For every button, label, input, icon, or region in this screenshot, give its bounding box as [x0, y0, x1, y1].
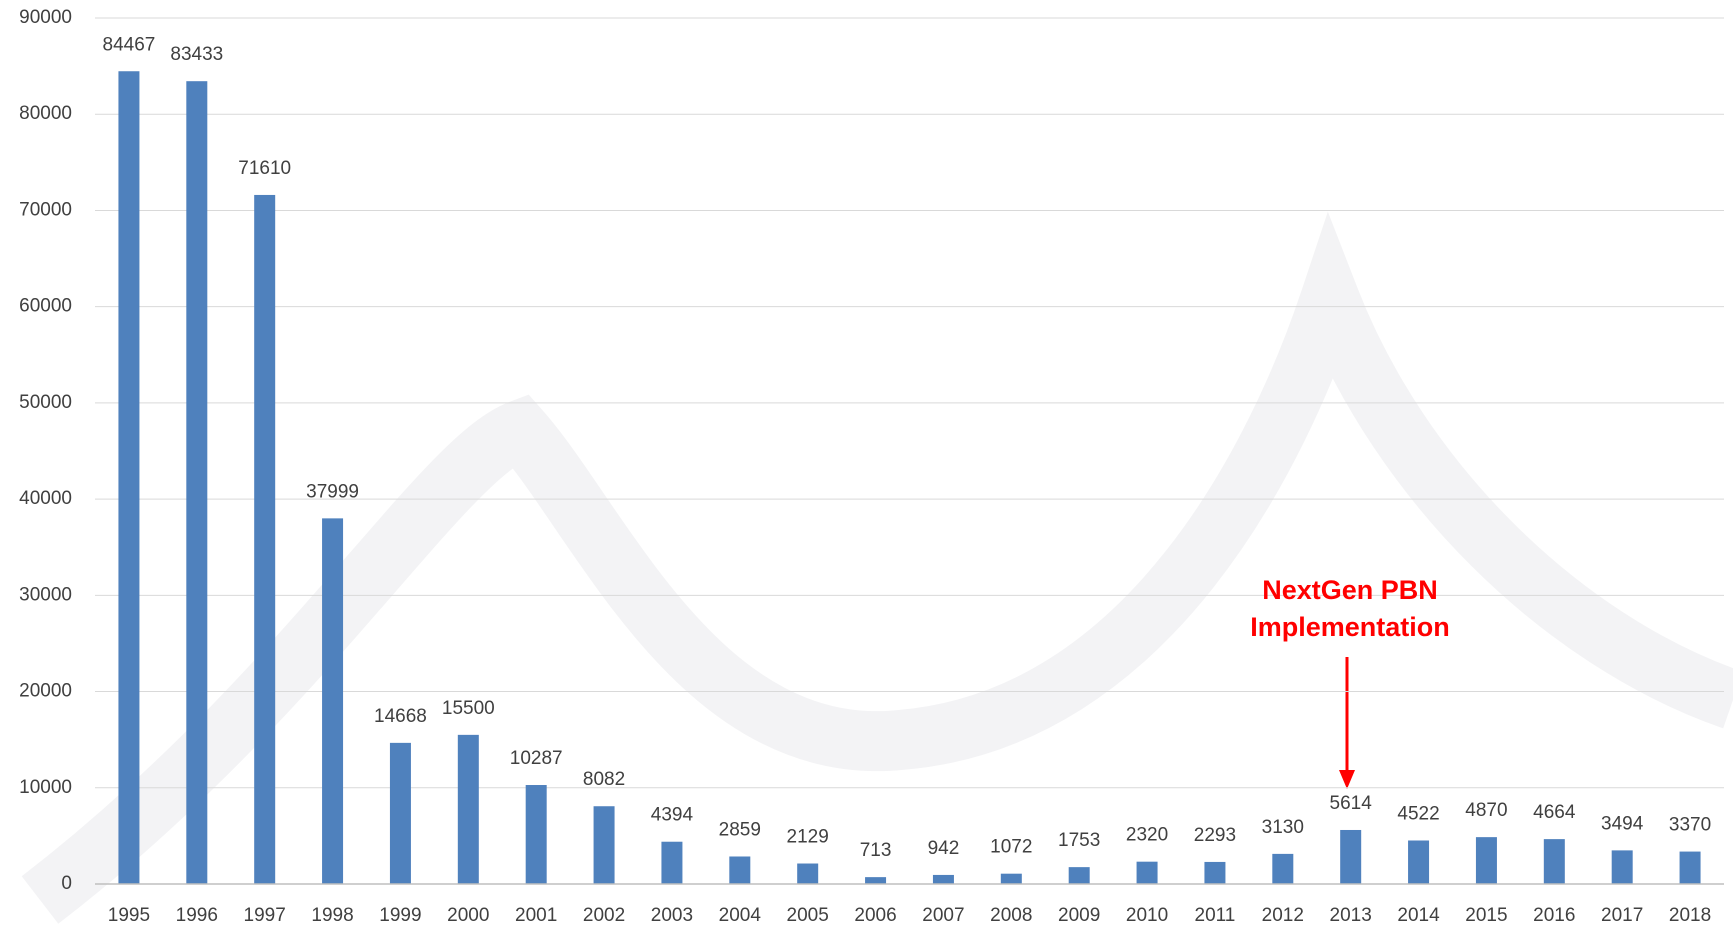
data-label: 942 [928, 838, 960, 859]
annotation: NextGen PBN Implementation [1250, 575, 1450, 642]
bar [1611, 850, 1633, 884]
x-tick-label: 2013 [1330, 905, 1372, 926]
bar [1408, 840, 1430, 884]
data-label: 2129 [787, 827, 829, 848]
data-label: 2859 [719, 820, 761, 841]
bar [1000, 873, 1022, 884]
bar [1679, 851, 1701, 884]
data-label: 4870 [1465, 800, 1507, 821]
bar [322, 518, 344, 884]
data-label: 2320 [1126, 825, 1168, 846]
data-label: 3494 [1601, 813, 1644, 834]
x-tick-label: 1996 [176, 905, 218, 926]
bar [661, 841, 683, 884]
bar [525, 785, 547, 884]
x-tick-label: 1999 [379, 905, 421, 926]
x-tick-label: 2012 [1262, 905, 1304, 926]
bar [1475, 837, 1497, 884]
bar [457, 734, 479, 884]
data-label: 84467 [103, 34, 156, 55]
x-tick-label: 2008 [990, 905, 1032, 926]
y-tick-label: 40000 [19, 488, 72, 509]
data-label: 1753 [1058, 830, 1100, 851]
x-tick-label: 2000 [447, 905, 489, 926]
x-tick-label: 2016 [1533, 905, 1575, 926]
data-label: 37999 [306, 481, 359, 502]
data-label: 713 [860, 840, 892, 861]
watermark [21, 211, 1733, 924]
x-tick-label: 1995 [108, 905, 150, 926]
x-tick-label: 1998 [311, 905, 353, 926]
y-tick-label: 60000 [19, 296, 72, 317]
data-label: 4664 [1533, 802, 1576, 823]
data-label: 8082 [583, 769, 625, 790]
x-tick-label: 2015 [1465, 905, 1507, 926]
data-label: 14668 [374, 706, 427, 727]
data-label: 15500 [442, 698, 495, 719]
bar [1340, 829, 1362, 884]
bar [389, 742, 411, 884]
data-label: 4394 [651, 805, 694, 826]
bar [118, 71, 140, 885]
y-tick-label: 50000 [19, 392, 72, 413]
data-label: 83433 [170, 44, 223, 65]
data-label: 71610 [238, 158, 291, 179]
y-tick-label: 30000 [19, 584, 72, 605]
x-tick-label: 2001 [515, 905, 557, 926]
x-tick-label: 2011 [1195, 905, 1236, 926]
bar [932, 874, 954, 884]
bar [593, 806, 615, 884]
bar [1543, 839, 1565, 884]
y-tick-label: 20000 [19, 681, 72, 702]
x-tick-label: 1997 [244, 905, 286, 926]
y-tick-label: 70000 [19, 199, 72, 220]
data-label: 5614 [1330, 793, 1373, 814]
bar [1136, 861, 1158, 884]
x-tick-label: 2009 [1058, 905, 1100, 926]
bar [1068, 867, 1090, 884]
data-label: 2293 [1194, 825, 1236, 846]
y-tick-label: 90000 [19, 7, 72, 28]
x-tick-label: 2003 [651, 905, 693, 926]
x-tick-label: 2014 [1397, 905, 1440, 926]
bar [865, 877, 887, 884]
x-tick-label: 2006 [854, 905, 896, 926]
data-label: 3370 [1669, 815, 1711, 836]
data-label: 10287 [510, 748, 563, 769]
x-tick-label: 2002 [583, 905, 625, 926]
x-tick-label: 2010 [1126, 905, 1168, 926]
data-label: 3130 [1262, 817, 1304, 838]
bar [797, 863, 819, 884]
data-label: 1072 [990, 837, 1032, 858]
bar [1204, 861, 1226, 884]
x-tick-label: 2017 [1601, 905, 1643, 926]
annotation-arrowhead [1339, 770, 1355, 789]
x-tick-label: 2007 [922, 905, 964, 926]
x-tick-label: 2004 [719, 905, 762, 926]
bar [254, 194, 276, 885]
data-label: 4522 [1397, 804, 1439, 825]
bar [1272, 853, 1294, 884]
bar [186, 81, 208, 884]
x-tick-label: 2005 [787, 905, 829, 926]
y-tick-label: 0 [61, 873, 72, 894]
bar [729, 856, 751, 884]
x-tick-label: 2018 [1669, 905, 1711, 926]
y-tick-label: 80000 [19, 103, 72, 124]
y-tick-label: 10000 [19, 777, 72, 798]
